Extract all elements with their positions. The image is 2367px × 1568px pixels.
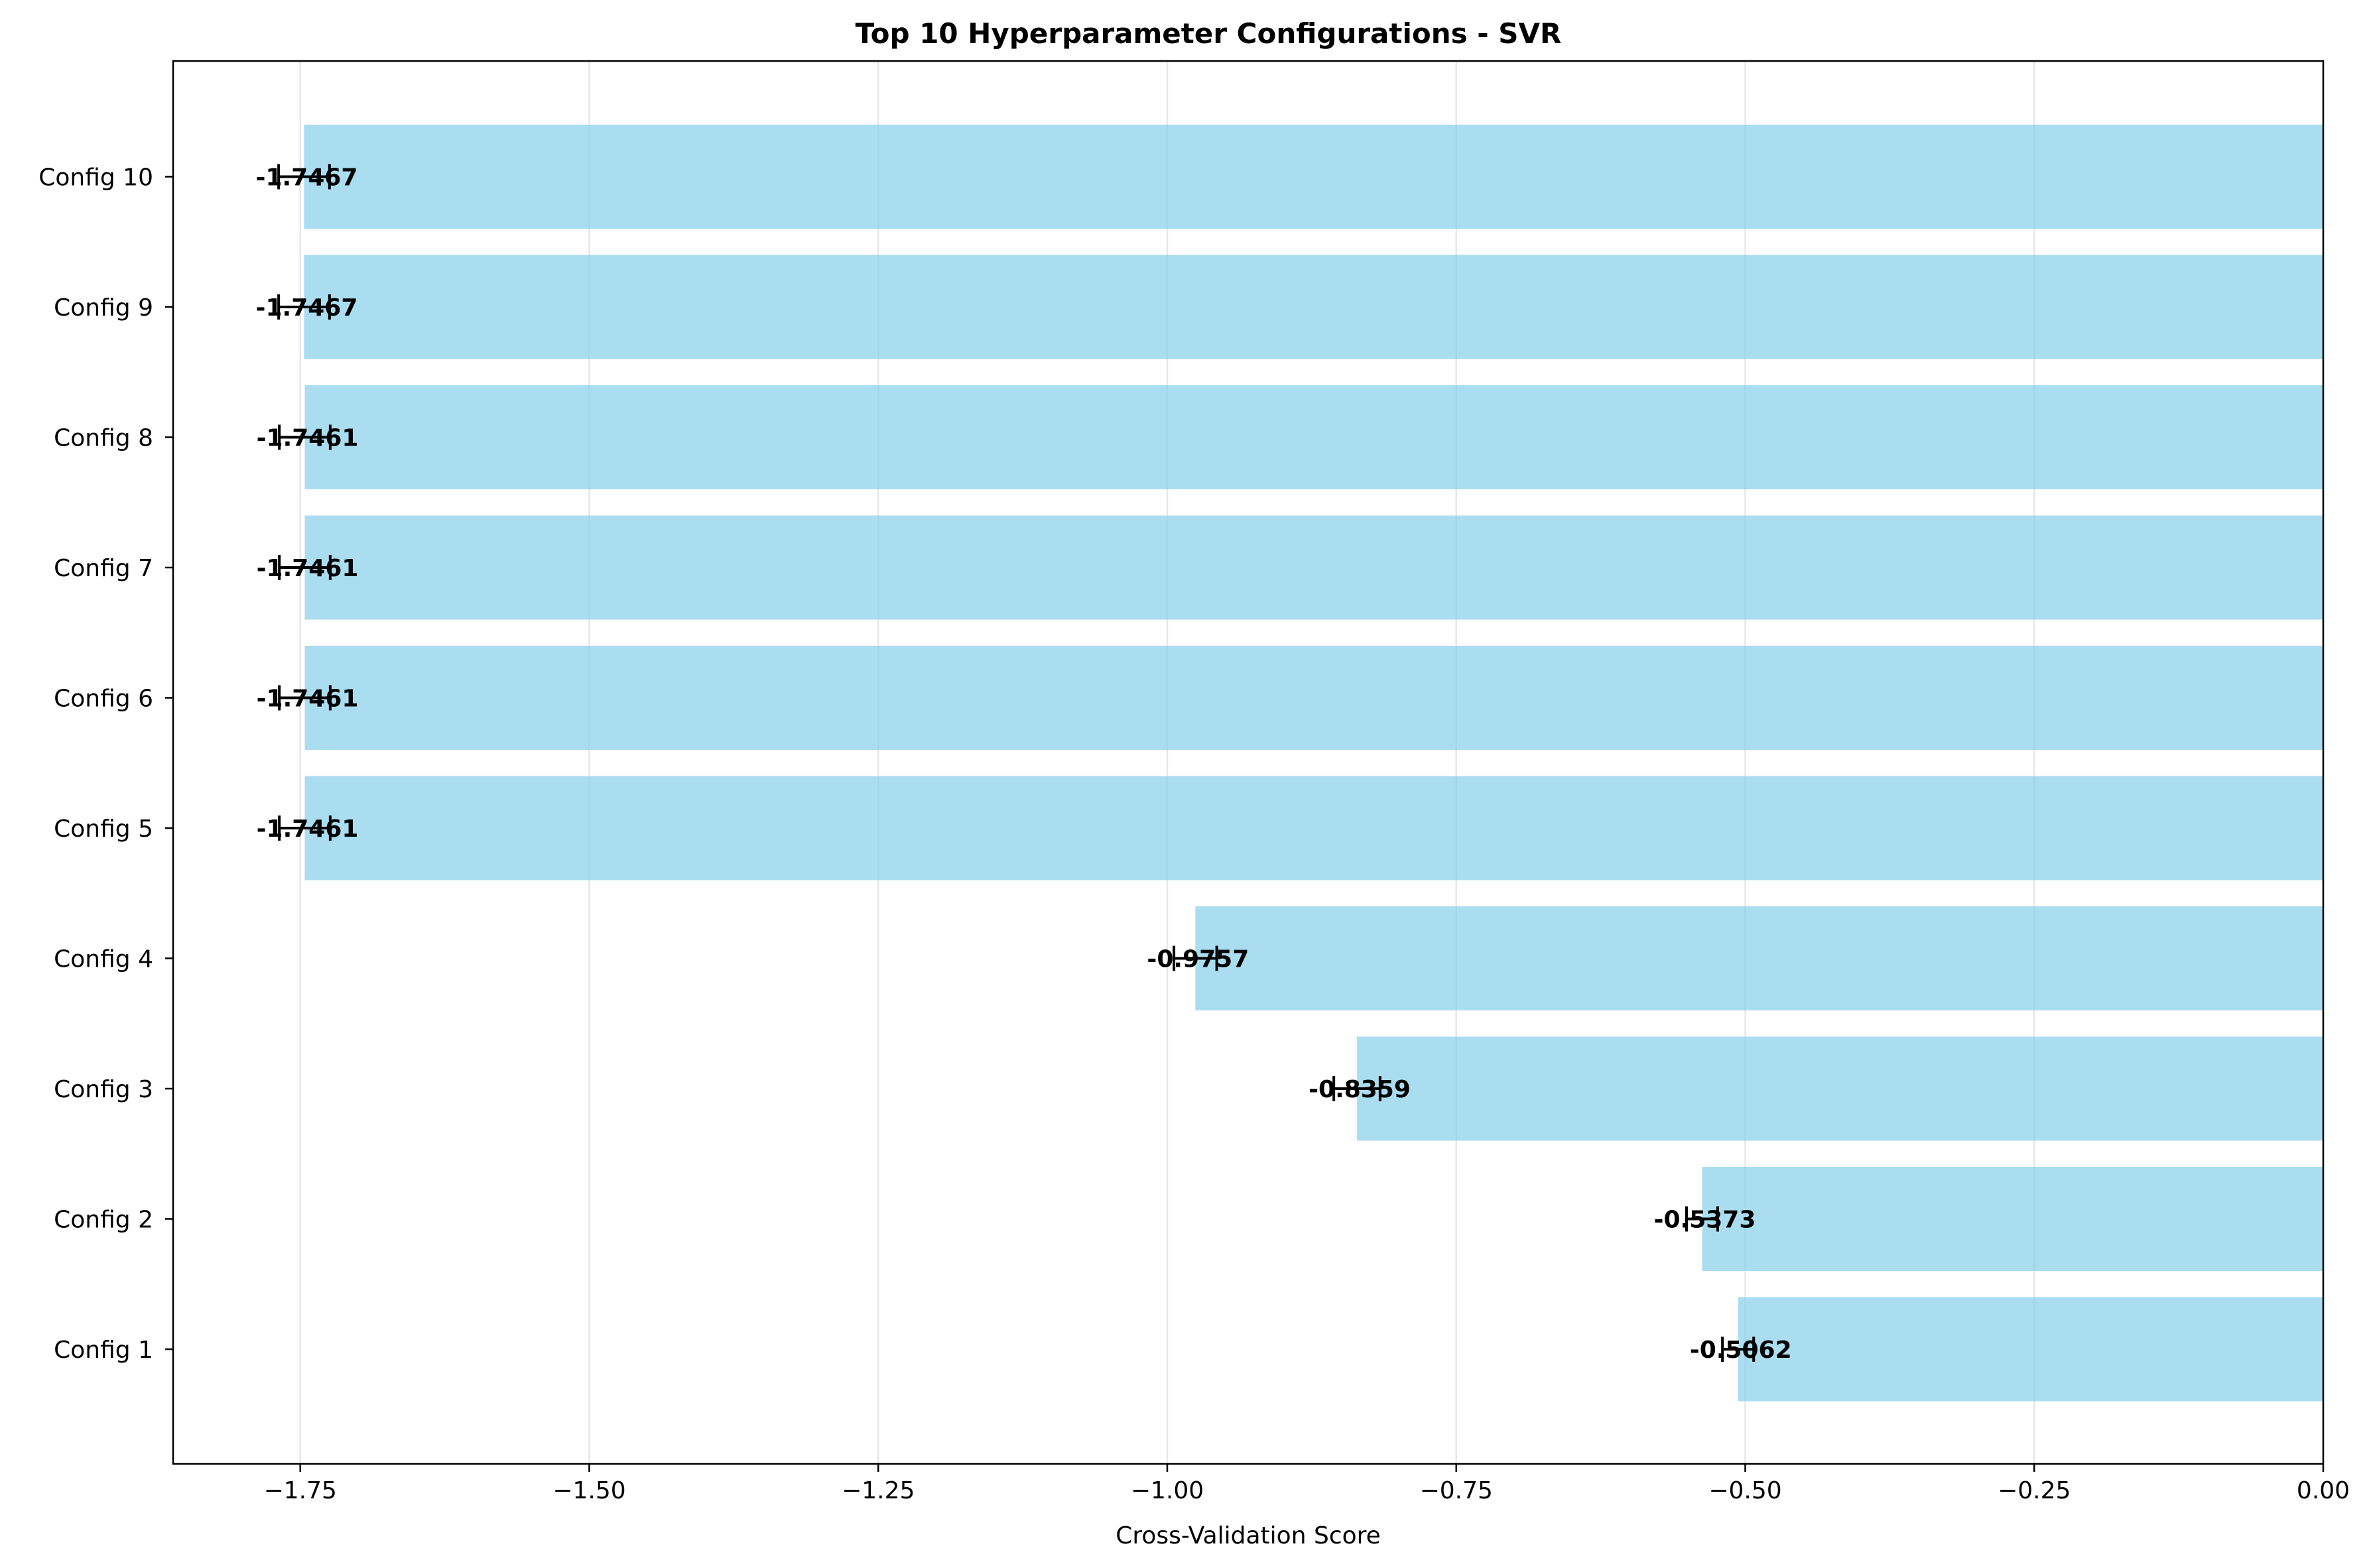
- x-axis-ticks: −1.75 −1.50 −1.25 −1.00 −0.75 −0.50 −0.25 0.00: [264, 1464, 2350, 1504]
- chart-title: Top 10 Hyperparameter Configurations - S…: [856, 17, 1562, 50]
- bar: [304, 646, 2324, 750]
- x-tick-label: −1.00: [1131, 1477, 1204, 1504]
- bar: [304, 385, 2324, 489]
- bar: [1738, 1297, 2323, 1402]
- y-tick-label: Config 1: [54, 1337, 153, 1364]
- data-label: -0.5373: [1654, 1207, 1756, 1234]
- y-tick-label: Config 8: [54, 425, 153, 452]
- data-label: -1.7467: [256, 164, 358, 192]
- data-label: -1.7467: [256, 294, 358, 322]
- bar: [304, 776, 2324, 880]
- y-tick-label: Config 3: [54, 1076, 153, 1103]
- data-label: -0.8359: [1309, 1076, 1411, 1103]
- y-axis-ticks: Config 1 Config 2 Config 3 Config 4 Config 5…: [38, 164, 173, 1364]
- error-bars: [277, 164, 1756, 1362]
- bars: [304, 125, 2324, 1402]
- x-tick-label: −0.25: [1998, 1477, 2071, 1504]
- data-label: -1.7461: [257, 555, 359, 582]
- data-labels: -0.5062 -0.5373 -0.8359 -0.9757 -1.7461 -1.74…: [256, 164, 1792, 1364]
- y-tick-label: Config 9: [54, 294, 153, 322]
- x-tick-label: −0.50: [1708, 1477, 1781, 1504]
- y-tick-label: Config 7: [54, 555, 153, 582]
- y-tick-label: Config 5: [54, 815, 153, 843]
- data-label: -0.5062: [1690, 1337, 1792, 1364]
- data-label: -0.9757: [1147, 946, 1249, 973]
- bar: [304, 255, 2323, 359]
- y-tick-label: Config 2: [54, 1207, 153, 1234]
- plot-frame: [172, 60, 2325, 1465]
- bar: [304, 515, 2324, 620]
- y-tick-label: Config 4: [54, 946, 153, 973]
- data-label: -1.7461: [257, 815, 359, 843]
- bar: [1195, 906, 2323, 1010]
- x-tick-label: 0.00: [2297, 1477, 2350, 1504]
- bar: [304, 125, 2323, 229]
- x-tick-label: −1.50: [552, 1477, 625, 1504]
- data-label: -1.7461: [257, 425, 359, 452]
- bar: [1357, 1036, 2323, 1141]
- data-label: -1.7461: [257, 686, 359, 713]
- y-tick-label: Config 10: [38, 164, 153, 192]
- x-tick-label: −1.25: [842, 1477, 915, 1504]
- bar: [1702, 1167, 2323, 1271]
- x-tick-label: −1.75: [264, 1477, 337, 1504]
- x-tick-label: −0.75: [1420, 1477, 1493, 1504]
- x-axis-label: Cross-Validation Score: [1116, 1522, 1381, 1549]
- y-tick-label: Config 6: [54, 686, 153, 713]
